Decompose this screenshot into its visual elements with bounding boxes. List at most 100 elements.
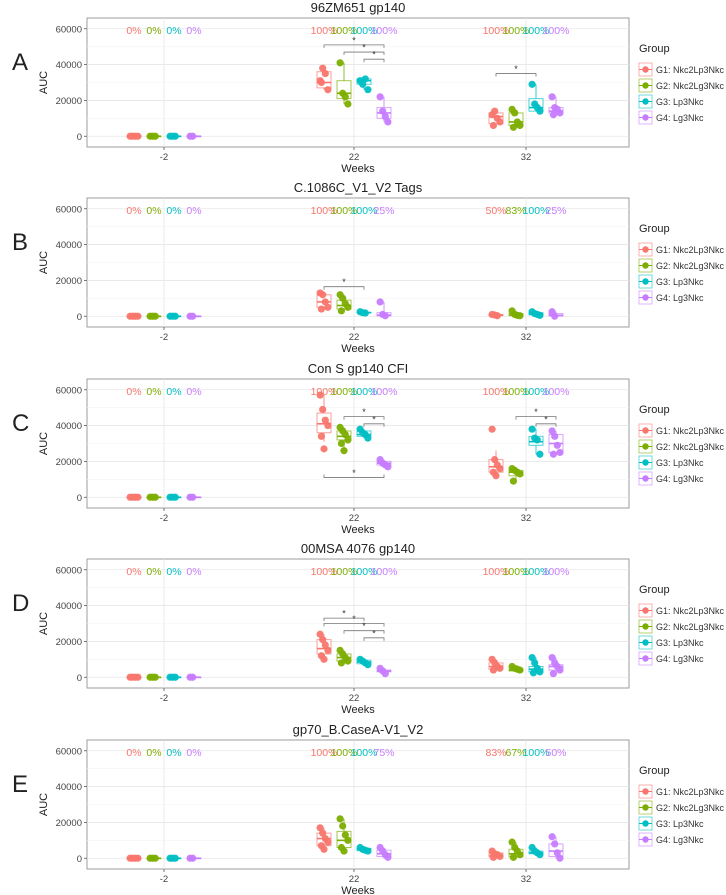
data-point xyxy=(528,425,536,433)
percent-label: 100% xyxy=(311,205,338,217)
panel-title: 96ZM651 gp140 xyxy=(311,0,406,15)
percent-label: 0% xyxy=(126,386,141,398)
data-point xyxy=(531,659,539,667)
data-point xyxy=(364,847,372,855)
percent-label: 0% xyxy=(126,205,141,217)
x-tick-label: 32 xyxy=(521,332,532,343)
data-point xyxy=(321,416,329,424)
data-point xyxy=(336,815,344,823)
significance-bracket xyxy=(343,51,385,56)
percent-label: 0% xyxy=(146,386,161,398)
y-tick-label: 40000 xyxy=(56,601,82,612)
panel-title: Con S gp140 CFI xyxy=(308,361,408,376)
data-point xyxy=(321,641,329,649)
data-point xyxy=(381,312,389,320)
y-tick-label: 60000 xyxy=(56,385,82,396)
percent-label: 0% xyxy=(166,205,181,217)
y-axis-title: AUC xyxy=(38,793,50,816)
x-tick-label: 22 xyxy=(349,693,360,704)
legend-key-point xyxy=(642,98,649,105)
percent-label: 0% xyxy=(146,566,161,578)
data-point xyxy=(340,447,348,455)
x-tick-label: -2 xyxy=(160,332,168,343)
data-point xyxy=(317,432,325,440)
significance-star: * xyxy=(362,407,366,417)
x-tick-label: 32 xyxy=(521,513,532,524)
legend-key-point xyxy=(642,294,649,301)
percent-label: 100% xyxy=(351,25,378,37)
legend-key-point xyxy=(642,623,649,630)
y-axis-title: AUC xyxy=(38,612,50,635)
x-tick-label: 22 xyxy=(349,874,360,885)
data-point xyxy=(516,312,524,320)
percent-label: 50% xyxy=(545,747,566,759)
y-tick-label: 60000 xyxy=(56,24,82,35)
data-point xyxy=(376,93,384,101)
panel-b: B C.1086C_V1_V2 Tags 0 20000 40000 60000 -2 22 3… xyxy=(12,180,725,355)
significance-bracket xyxy=(343,416,385,420)
y-tick-label: 0 xyxy=(77,493,82,504)
data-point xyxy=(189,673,197,681)
data-point xyxy=(556,109,564,117)
data-point xyxy=(549,670,558,678)
panel-letter: B xyxy=(12,229,28,256)
data-point xyxy=(516,470,524,478)
percent-label: 100% xyxy=(351,747,378,759)
percent-label: 0% xyxy=(146,747,161,759)
data-point xyxy=(337,659,345,667)
panel-d: D 00MSA 4076 gp140 0 20000 40000 60000 -2 22 32 W… xyxy=(12,541,725,716)
data-point xyxy=(324,303,332,311)
data-point xyxy=(320,655,328,663)
legend-label: G2: Nkc2Lg3Nkc xyxy=(656,803,725,813)
data-point xyxy=(493,312,501,320)
percent-label: 100% xyxy=(523,566,550,578)
y-tick-label: 0 xyxy=(77,854,82,865)
data-point xyxy=(321,69,329,78)
significance-bracket xyxy=(515,416,557,420)
panel-letter: A xyxy=(12,49,28,76)
significance-star: * xyxy=(342,609,346,619)
percent-label: 100% xyxy=(331,386,358,398)
significance-star: * xyxy=(362,621,366,631)
data-point xyxy=(341,93,349,101)
legend-label: G2: Nkc2Lg3Nkc xyxy=(656,261,725,271)
data-point xyxy=(536,851,544,859)
legend-key-point xyxy=(642,66,649,73)
x-tick-label: 32 xyxy=(521,152,532,163)
percent-label: 100% xyxy=(543,566,570,578)
percent-label: 0% xyxy=(186,25,201,37)
legend-label: G3: Lp3Nkc xyxy=(656,97,704,107)
data-point xyxy=(528,653,536,662)
data-point xyxy=(553,441,561,449)
panel-title: gp70_B.CaseA-V1_V2 xyxy=(293,722,424,737)
data-point xyxy=(536,311,544,319)
data-point xyxy=(364,86,372,94)
legend-key-point xyxy=(642,639,649,646)
data-point xyxy=(316,630,324,638)
data-point xyxy=(364,434,372,442)
data-point xyxy=(337,439,345,448)
percent-label: 100% xyxy=(503,566,530,578)
significance-star: * xyxy=(514,64,518,74)
data-point xyxy=(551,840,559,848)
data-point xyxy=(384,853,392,861)
data-point xyxy=(551,432,559,440)
significance-star: * xyxy=(352,468,356,478)
data-point xyxy=(508,838,516,846)
data-point xyxy=(324,646,332,654)
data-point xyxy=(344,303,352,311)
x-tick-label: 22 xyxy=(349,513,360,524)
percent-label: 100% xyxy=(311,566,338,578)
data-point xyxy=(489,853,497,861)
percent-label: 100% xyxy=(331,25,358,37)
percent-label: 100% xyxy=(523,205,550,217)
percent-label: 0% xyxy=(186,386,201,398)
data-point xyxy=(553,849,561,857)
y-tick-label: 20000 xyxy=(56,457,82,468)
y-axis-title: AUC xyxy=(38,71,50,94)
x-tick-label: -2 xyxy=(160,513,168,524)
data-point xyxy=(339,822,347,830)
percent-label: 0% xyxy=(166,386,181,398)
percent-label: 100% xyxy=(483,386,510,398)
data-point xyxy=(509,477,517,485)
